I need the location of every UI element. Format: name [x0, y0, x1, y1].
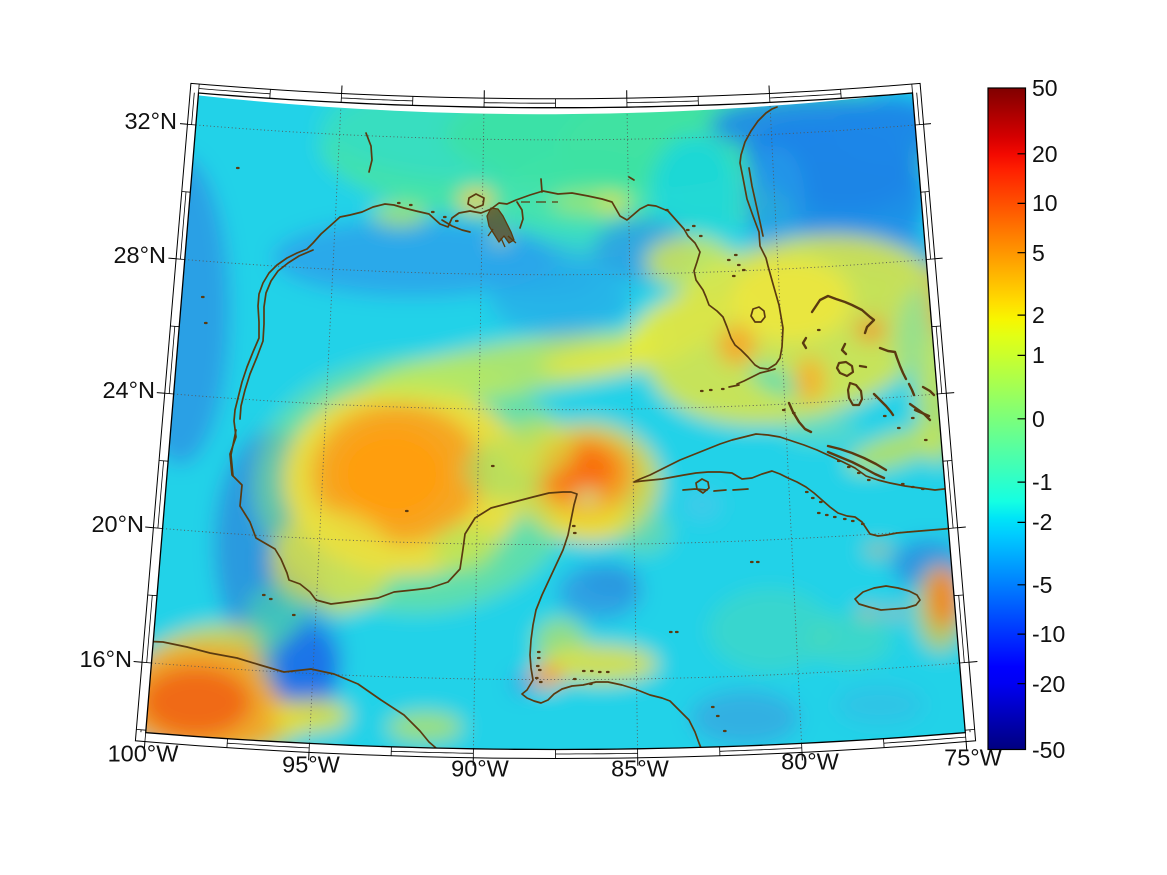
svg-text:-50: -50 [1032, 737, 1065, 763]
svg-text:5: 5 [1032, 240, 1045, 266]
svg-text:50: 50 [1032, 75, 1058, 101]
svg-text:20°N: 20°N [91, 511, 144, 537]
svg-text:10: 10 [1032, 190, 1058, 216]
svg-text:2: 2 [1032, 302, 1045, 328]
svg-text:32°N: 32°N [124, 108, 177, 134]
svg-text:95°W: 95°W [282, 752, 341, 778]
svg-text:-2: -2 [1032, 509, 1052, 535]
svg-text:28°N: 28°N [113, 242, 166, 268]
svg-text:24°N: 24°N [102, 377, 155, 403]
svg-text:-5: -5 [1032, 572, 1052, 598]
svg-text:-1: -1 [1032, 469, 1052, 495]
svg-text:0: 0 [1032, 406, 1045, 432]
svg-text:80°W: 80°W [781, 749, 840, 775]
svg-text:16°N: 16°N [79, 646, 132, 672]
svg-text:-20: -20 [1032, 671, 1065, 697]
svg-text:90°W: 90°W [451, 756, 510, 782]
svg-text:85°W: 85°W [611, 756, 670, 782]
svg-text:-10: -10 [1032, 621, 1065, 647]
svg-text:1: 1 [1032, 342, 1045, 368]
svg-text:100°W: 100°W [108, 741, 180, 767]
svg-text:20: 20 [1032, 141, 1058, 167]
